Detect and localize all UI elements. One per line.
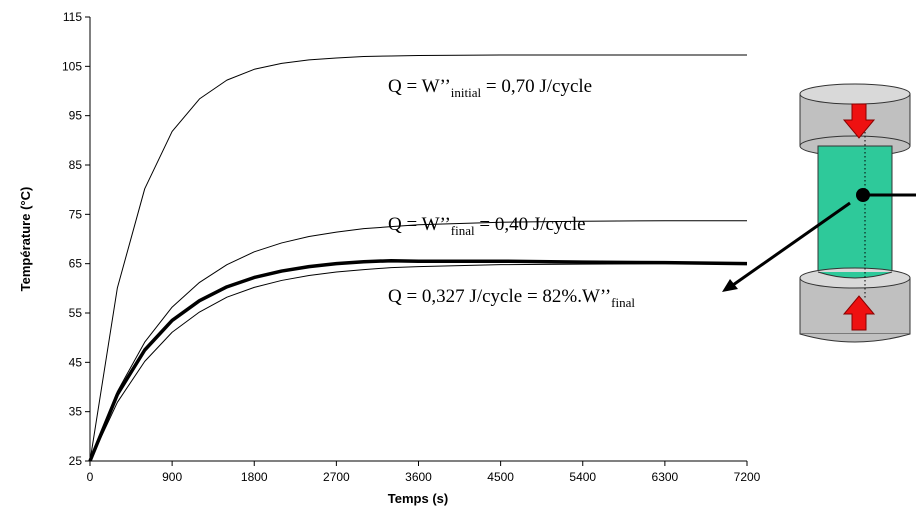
- annotation-part: final: [451, 223, 475, 238]
- y-tick-label: 25: [69, 454, 83, 468]
- y-tick-label: 65: [69, 257, 83, 271]
- x-tick-label: 3600: [405, 470, 432, 484]
- y-tick-label: 105: [62, 59, 82, 73]
- y-axis-title: Température (°C): [18, 187, 33, 292]
- annotation-part: final: [611, 295, 635, 310]
- specimen-diagram: [722, 83, 916, 343]
- series-line: [88, 258, 748, 462]
- annotation-part: initial: [451, 85, 482, 100]
- x-axis-title: Temps (s): [388, 491, 448, 506]
- x-tick-label: 4500: [487, 470, 514, 484]
- x-tick-label: 5400: [569, 470, 596, 484]
- series-line: [89, 263, 747, 462]
- y-tick-label: 95: [69, 109, 83, 123]
- x-tick-label: 6300: [652, 470, 679, 484]
- series-line: [89, 220, 747, 462]
- y-tick-label: 75: [69, 207, 83, 221]
- x-tick-label: 2700: [323, 470, 350, 484]
- annotation-part: = 0,70 J/cycle: [481, 76, 592, 97]
- annotation-part: Q = W’’: [388, 76, 451, 97]
- annotation-part: Q = W’’: [388, 214, 451, 235]
- annotation: Q = W’’final = 0,40 J/cycle: [388, 214, 586, 238]
- y-tick-label: 55: [69, 306, 83, 320]
- annotation: Q = W’’initial = 0,70 J/cycle: [388, 76, 592, 100]
- y-tick-label: 115: [63, 10, 82, 24]
- x-tick-label: 0: [87, 470, 94, 484]
- y-tick-label: 45: [69, 355, 83, 369]
- annotation: Q = 0,327 J/cycle = 82%.W’’final: [388, 286, 635, 310]
- x-tick-label: 900: [162, 470, 182, 484]
- x-tick-label: 7200: [734, 470, 761, 484]
- annotation-part: = 0,40 J/cycle: [475, 214, 586, 235]
- annotation-part: Q = 0,327 J/cycle = 82%.W’’: [388, 286, 611, 307]
- series-line: [89, 54, 747, 462]
- x-tick-label: 1800: [241, 470, 268, 484]
- y-tick-label: 85: [69, 158, 83, 172]
- y-tick-label: 35: [69, 405, 83, 419]
